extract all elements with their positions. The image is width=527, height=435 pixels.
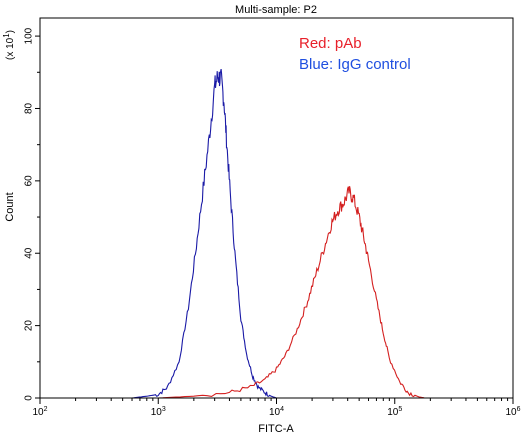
chart-title: Multi-sample: P2 <box>235 4 317 16</box>
y-axis-multiplier-close: ) <box>5 30 16 33</box>
y-tick-label: 20 <box>24 320 35 332</box>
series-layer <box>131 68 425 399</box>
y-axis-multiplier-exponent: 1 <box>2 33 11 38</box>
series-line-2 <box>158 186 425 399</box>
y-tick-label: 80 <box>24 102 35 114</box>
plot-frame <box>39 17 514 399</box>
x-tick-label: 102 <box>32 406 47 418</box>
y-tick-label: 0 <box>24 395 35 401</box>
y-tick-label: 100 <box>24 27 35 44</box>
x-axis-ticks: 102 103 104 105 106 <box>32 398 521 418</box>
legend-entry: Red: pAb <box>299 35 362 52</box>
y-axis-title: Count <box>4 192 16 221</box>
series-line-1 <box>131 68 277 399</box>
y-axis-multiplier-label: (x 101) <box>2 30 16 60</box>
x-tick-label: 103 <box>151 406 166 418</box>
y-tick-label: 40 <box>24 247 35 259</box>
x-tick-label: 106 <box>505 406 520 418</box>
x-axis-title: FITC-A <box>258 423 294 435</box>
legend-entry: Blue: IgG control <box>299 56 411 73</box>
legend: Red: pAb Blue: IgG control <box>299 35 411 73</box>
x-tick-label: 105 <box>387 406 402 418</box>
y-tick-label: 60 <box>24 175 35 187</box>
x-tick-label: 104 <box>269 406 284 418</box>
y-axis-multiplier-prefix: (x 10 <box>5 37 16 60</box>
